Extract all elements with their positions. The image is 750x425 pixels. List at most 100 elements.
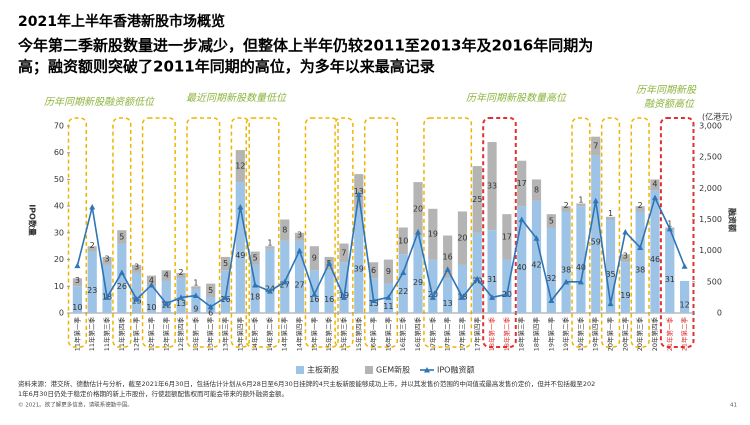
- bar-main-label: 16: [309, 295, 319, 304]
- legend-label: 主板新股: [307, 365, 339, 375]
- bar-gem: [132, 264, 142, 273]
- bar-main-label: 38: [561, 266, 571, 275]
- bar-main-label: 9: [193, 304, 198, 313]
- line-marker: [385, 294, 392, 300]
- line-ipo: [76, 194, 686, 308]
- line-marker: [666, 225, 673, 232]
- line-marker: [340, 294, 347, 300]
- bar-main: [102, 264, 112, 313]
- x-tick-label: 12年第四季: [176, 317, 185, 352]
- x-tick-label: 14年第一季: [250, 317, 259, 352]
- bar-main: [324, 270, 334, 313]
- bar-gem-label: 6: [371, 266, 376, 275]
- bar-main: [561, 211, 571, 313]
- bar-gem: [294, 232, 305, 241]
- x-tick-label: 20年第四季: [650, 317, 659, 352]
- source: 资料来源：港交所、德勤估计与分析，截至2021年6月30日，包括估计计划从6月2…: [18, 379, 595, 398]
- source-line: 1年6月30日仍处于稳定价格期的新上市股份，行使超额配售权而可能会带来的额外融资…: [18, 389, 288, 398]
- line-marker: [577, 278, 584, 285]
- bar-gem: [635, 206, 645, 212]
- bar-main: [457, 264, 468, 313]
- y-tick-label: 0: [59, 309, 64, 318]
- highlight-box: [482, 117, 517, 348]
- highlight-box: [230, 117, 250, 348]
- bar-main-label: 13: [369, 299, 379, 308]
- line-marker: [311, 291, 318, 297]
- line-marker: [415, 228, 422, 235]
- bar-main-label: 59: [591, 238, 601, 247]
- x-tick-label: 13年第四季: [235, 317, 244, 352]
- bar-main-label: 12: [680, 300, 690, 309]
- line-marker: [178, 294, 185, 300]
- bar-gem-label: 2: [179, 268, 184, 277]
- y2-tick-label: 2,500: [699, 153, 722, 162]
- bar-main: [635, 211, 645, 313]
- highlight-box: [334, 117, 354, 348]
- x-tick-label: 19年第二季: [561, 317, 570, 352]
- bar-gem: [591, 136, 601, 156]
- bar-gem: [309, 246, 319, 271]
- bar-main: [235, 182, 245, 313]
- bar-main: [680, 280, 690, 313]
- copyright: © 2021。欲了解更多信息，请联系德勤中国。: [18, 401, 133, 409]
- bar-gem-label: 5: [549, 216, 554, 225]
- line-marker: [444, 266, 451, 272]
- legend-label: IPO融资额: [437, 365, 474, 375]
- bar-gem: [369, 262, 379, 279]
- bar-gem-label: 9: [386, 267, 391, 276]
- bar-main: [413, 235, 423, 313]
- bar-main: [398, 254, 408, 313]
- bar-main-label: 49: [235, 251, 245, 260]
- line-marker: [622, 228, 629, 235]
- bar-gem: [457, 211, 468, 265]
- bar-gem-label: 33: [487, 182, 497, 191]
- bar-gem: [546, 214, 556, 228]
- bar-gem-label: 9: [312, 254, 317, 263]
- line-marker: [148, 281, 155, 288]
- highlight-box: [571, 117, 591, 348]
- y-axis-title: IPO数量: [28, 204, 38, 236]
- line-marker: [503, 291, 510, 297]
- bar-main: [531, 200, 542, 313]
- bar-main: [605, 219, 616, 313]
- line-marker: [237, 204, 244, 210]
- bar-main-label: 10: [72, 303, 82, 312]
- x-tick-label: 12年第一季: [132, 317, 141, 352]
- subtitle: 高；融资额则突破了2011年同期的高位，为多年以来最高记录: [18, 58, 435, 76]
- annotation: 历年同期新股: [636, 84, 697, 96]
- line-marker: [518, 216, 525, 222]
- bar-main: [517, 206, 527, 313]
- bar-gem-label: 25: [472, 195, 482, 204]
- bar-gem: [250, 251, 260, 265]
- line-marker: [548, 297, 555, 304]
- x-tick-label: 17年第四季: [472, 317, 481, 352]
- bar-gem-label: 1: [267, 238, 272, 247]
- bar-gem-label: 2: [638, 201, 643, 210]
- bar-gem-label: 17: [502, 232, 512, 241]
- line-marker: [429, 294, 436, 300]
- bar-gem: [531, 179, 542, 201]
- bar-gem: [413, 182, 423, 236]
- x-tick-label: 16年第二季: [383, 317, 392, 352]
- legend-swatch: [424, 367, 430, 373]
- x-tick-label: 12年第三季: [161, 317, 170, 352]
- bar-gem-label: 10: [398, 236, 408, 245]
- x-tick-label: 17年第二季: [443, 317, 452, 352]
- x-tick-label: 11年第三季: [102, 317, 111, 352]
- bar-gem-label: 5: [208, 286, 213, 295]
- bar-gem: [280, 219, 290, 241]
- bar-gem: [117, 230, 127, 244]
- bar-gem-label: 1: [193, 278, 198, 287]
- bar-gem-label: 1: [608, 209, 613, 218]
- y-tick-label: 10: [54, 282, 64, 291]
- x-tick-label: 11年第四季: [117, 317, 126, 352]
- highlight-box: [659, 117, 695, 348]
- line-marker: [637, 244, 644, 251]
- bar-gem: [443, 235, 453, 279]
- line-marker: [326, 260, 333, 266]
- x-tick-label: 15年第四季: [354, 317, 363, 352]
- bar-gem-label: 19: [428, 230, 438, 239]
- x-tick-label: 17年第一季: [428, 317, 437, 352]
- bar-gem-label: 20: [413, 204, 423, 213]
- line-marker: [266, 288, 273, 294]
